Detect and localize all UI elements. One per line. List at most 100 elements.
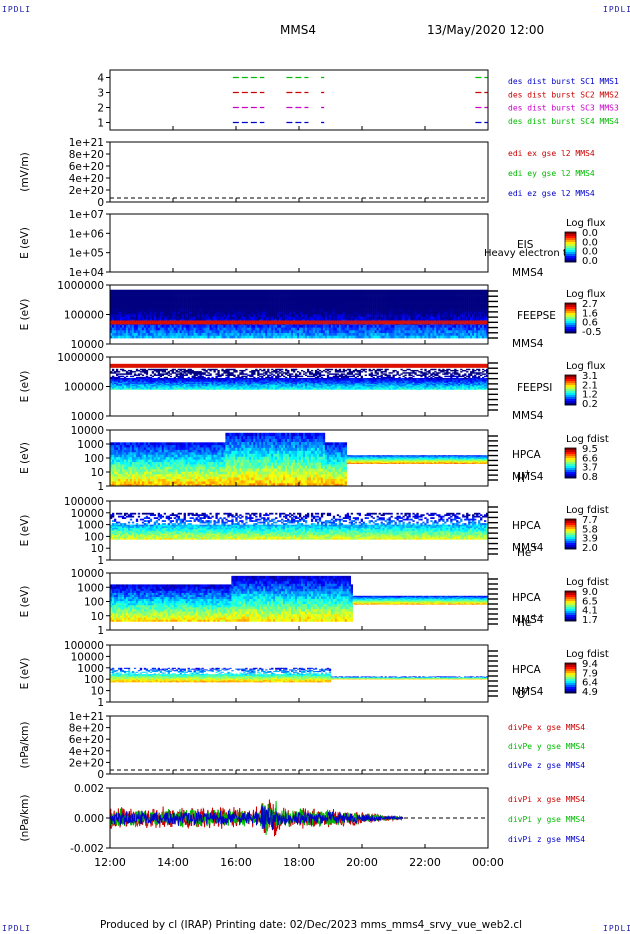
spectrogram-cell bbox=[159, 381, 163, 383]
spectrogram-cell bbox=[229, 377, 232, 380]
spectrogram-cell bbox=[171, 303, 174, 307]
spectrogram-cell bbox=[167, 363, 170, 368]
spectrogram-cell bbox=[408, 308, 411, 312]
spectrogram-cell bbox=[257, 303, 260, 307]
spectrogram-cell bbox=[165, 335, 168, 339]
spectrogram-cell bbox=[215, 383, 218, 386]
spectrogram-cell bbox=[454, 324, 457, 328]
spectrogram-cell bbox=[115, 371, 119, 373]
spectrogram-cell bbox=[249, 289, 252, 293]
corner-tag-bottom-right: IPDLI bbox=[603, 924, 630, 933]
spectrogram-cell bbox=[139, 295, 143, 299]
spectrogram-cell bbox=[157, 292, 161, 296]
spectrogram-cell bbox=[466, 305, 469, 309]
spectrogram-cell bbox=[295, 289, 298, 293]
spectrogram-cell bbox=[478, 311, 481, 315]
spectrogram-cell bbox=[480, 308, 483, 312]
spectrogram-cell bbox=[177, 377, 180, 380]
spectrogram-cell bbox=[344, 311, 348, 315]
spectrogram-cell bbox=[310, 292, 314, 296]
spectrogram-cell bbox=[235, 327, 238, 331]
spectrogram-cell bbox=[129, 311, 133, 315]
spectrogram-cell bbox=[422, 313, 425, 317]
spectrogram-cell bbox=[213, 363, 216, 368]
spectrogram-cell bbox=[175, 297, 178, 301]
spectrogram-cell bbox=[420, 305, 423, 309]
spectrogram-cell bbox=[372, 311, 375, 315]
spectrogram-cell bbox=[215, 382, 218, 385]
spectrogram-cell bbox=[155, 320, 159, 325]
spectrogram-cell bbox=[261, 313, 264, 317]
spectrogram-cell bbox=[127, 292, 131, 296]
spectrogram-cell bbox=[183, 388, 186, 390]
spectrogram-cell bbox=[332, 311, 336, 315]
colorbar-cell bbox=[565, 246, 576, 249]
spectrogram-cell bbox=[269, 382, 272, 385]
spectrogram-cell bbox=[277, 300, 280, 304]
spectrogram-cell bbox=[390, 300, 393, 304]
spectrogram-cell bbox=[231, 382, 234, 385]
spectrogram-cell bbox=[199, 313, 202, 317]
spectrogram-cell bbox=[221, 308, 224, 312]
spectrogram-cell bbox=[223, 388, 226, 390]
spectrogram-cell bbox=[155, 383, 159, 386]
spectrogram-cell bbox=[171, 324, 174, 328]
spectrogram-cell bbox=[189, 300, 192, 304]
spectrogram-cell bbox=[277, 327, 280, 331]
spectrogram-cell bbox=[356, 316, 359, 320]
spectrogram-cell bbox=[330, 305, 334, 309]
spectrogram-cell bbox=[468, 295, 471, 299]
spectrogram-cell bbox=[255, 386, 258, 388]
spectrogram-cell bbox=[151, 372, 155, 374]
spectrogram-cell bbox=[394, 300, 397, 304]
spectrogram-cell bbox=[482, 330, 485, 334]
spectrogram-cell bbox=[111, 380, 115, 382]
spectrogram-cell bbox=[213, 380, 216, 382]
spectrogram-cell bbox=[123, 384, 127, 387]
spectrogram-cell bbox=[213, 292, 216, 296]
spectrogram-cell bbox=[482, 327, 485, 331]
colorbar-cell bbox=[565, 315, 576, 318]
spectrogram-cell bbox=[205, 388, 208, 390]
spectrogram-cell bbox=[145, 324, 149, 328]
spectrogram-cell bbox=[308, 313, 312, 317]
spectrogram-cell bbox=[420, 289, 423, 293]
spectrogram-cell bbox=[213, 305, 216, 309]
spectrogram-cell bbox=[281, 330, 284, 334]
spectrogram-cell bbox=[245, 384, 248, 387]
spectrogram-cell bbox=[360, 320, 363, 325]
spectrogram-cell bbox=[354, 332, 357, 336]
spectrogram-cell bbox=[412, 335, 415, 339]
spectrogram-cell bbox=[247, 363, 250, 368]
spectrogram-cell bbox=[255, 297, 258, 301]
spectrogram-cell bbox=[211, 381, 214, 383]
spectrogram-cell bbox=[440, 311, 443, 315]
spectrogram-cell bbox=[153, 383, 157, 386]
spectrogram-cell bbox=[225, 388, 228, 390]
spectrogram-cell bbox=[414, 330, 417, 334]
spectrogram-cell bbox=[306, 330, 310, 334]
spectrogram-cell bbox=[287, 297, 290, 301]
spectrogram-cell bbox=[243, 332, 246, 336]
spectrogram-cell bbox=[384, 330, 387, 334]
spectrogram-cell bbox=[249, 297, 252, 301]
spectrogram-cell bbox=[249, 295, 252, 299]
spectrogram-cell bbox=[113, 387, 117, 389]
spectrogram-cell bbox=[287, 313, 290, 317]
spectrogram-cell bbox=[328, 327, 332, 331]
spectrogram-cell bbox=[115, 313, 119, 317]
spectrogram-cell bbox=[350, 335, 354, 339]
spectrogram-cell bbox=[205, 371, 208, 373]
spectrogram-cell bbox=[143, 316, 147, 320]
spectrogram-cell bbox=[153, 327, 157, 331]
spectrogram-cell bbox=[320, 330, 324, 334]
spectrogram-cell bbox=[251, 387, 254, 389]
spectrogram-cell bbox=[247, 311, 250, 315]
spectrogram-cell bbox=[249, 332, 252, 336]
spectrogram-cell bbox=[213, 379, 216, 381]
spectrogram-cell bbox=[237, 377, 240, 380]
spectrogram-cell bbox=[235, 330, 238, 334]
spectrogram-cell bbox=[370, 324, 373, 328]
spectrogram-cell bbox=[261, 295, 264, 299]
spectrogram-cell bbox=[151, 380, 155, 382]
